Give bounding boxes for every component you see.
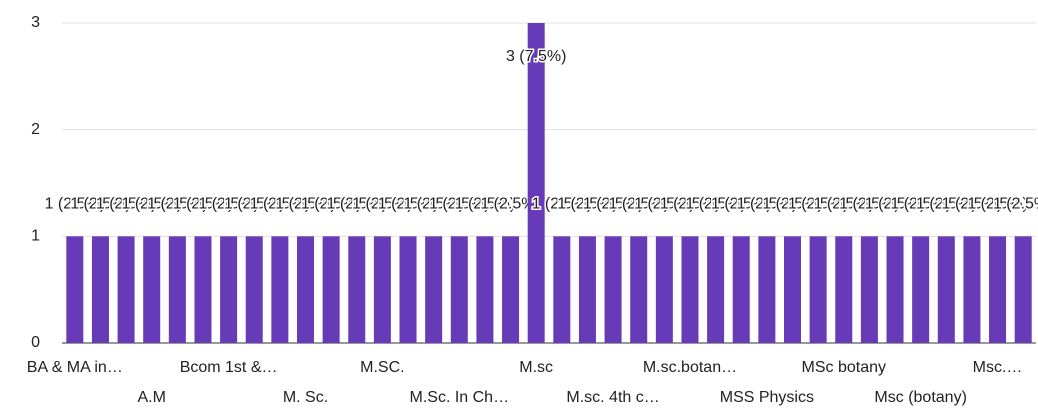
bar — [91, 236, 109, 343]
x-tick-label: M. Sc. — [283, 389, 328, 406]
value-label: 1 (2.5%) — [557, 196, 617, 213]
x-tick-label: M.sc.botan… — [643, 359, 737, 376]
value-label: 1 (2.5%) — [685, 196, 745, 213]
value-label: 1 (2.5%) — [839, 196, 899, 213]
bar — [66, 236, 84, 343]
bar — [732, 236, 750, 343]
bar — [399, 236, 417, 343]
y-tick-label: 0 — [31, 334, 40, 351]
bar — [220, 236, 238, 343]
value-label: 1 (2.5%) — [814, 196, 874, 213]
value-label: 3 (7.5%) — [506, 48, 566, 65]
bar — [809, 236, 827, 343]
bar — [450, 236, 468, 343]
x-tick-label: MSc botany — [802, 359, 886, 376]
bar — [117, 236, 135, 343]
bar — [604, 236, 622, 343]
y-tick-label: 3 — [31, 14, 40, 31]
bar — [707, 236, 725, 343]
bar — [937, 236, 955, 343]
value-label: 1 (2.5%) — [762, 196, 822, 213]
bar — [963, 236, 981, 343]
bar — [527, 23, 545, 343]
value-label: 1 (2.5%) — [70, 196, 130, 213]
bar — [835, 236, 853, 343]
x-tick-label: Bcom 1st &… — [180, 359, 278, 376]
value-label: 1 (2.5%) — [711, 196, 771, 213]
value-label: 1 (2.5%) — [96, 196, 156, 213]
bar — [553, 236, 571, 343]
value-label: 1 (2.5%) — [634, 196, 694, 213]
value-label: 1 (2.5%) — [224, 196, 284, 213]
x-tick-label: A.M — [137, 389, 165, 406]
value-label: 1 (2.5%) — [942, 196, 1002, 213]
bar — [476, 236, 494, 343]
value-label: 1 (2.5%) — [532, 196, 592, 213]
value-label: 1 (2.5%) — [737, 196, 797, 213]
value-label: 1 (2.5%) — [327, 196, 387, 213]
x-tick-label: Msc.… — [973, 359, 1023, 376]
bar — [758, 236, 776, 343]
bar — [989, 236, 1007, 343]
value-label: 1 (2.5%) — [660, 196, 720, 213]
value-label: 1 (2.5%) — [583, 196, 643, 213]
value-label: 1 (2.5%) — [121, 196, 181, 213]
value-label: 1 (2.5%) — [45, 196, 105, 213]
bar — [143, 236, 161, 343]
value-label: 1 (2.5%) — [378, 196, 438, 213]
x-tick-label: M.Sc. In Ch… — [410, 389, 510, 406]
value-label: 1 (2.5%) — [480, 196, 540, 213]
bar — [886, 236, 904, 343]
bar — [271, 236, 289, 343]
bar — [348, 236, 366, 343]
bar — [502, 236, 520, 343]
bar — [681, 236, 699, 343]
y-tick-label: 1 — [31, 228, 40, 245]
value-label: 1 (2.5%) — [916, 196, 976, 213]
x-tick-label: M.SC. — [360, 359, 404, 376]
bar — [297, 236, 314, 343]
bar — [245, 236, 263, 343]
x-tick-label: M.sc. 4th c… — [566, 389, 659, 406]
x-tick-label: MSS Physics — [720, 389, 814, 406]
value-label: 1 (2.5%) — [198, 196, 258, 213]
bar — [1014, 236, 1032, 343]
value-label: 1 (2.5%) — [865, 196, 925, 213]
y-tick-label: 2 — [31, 121, 40, 138]
bar — [425, 236, 443, 343]
bar — [655, 236, 673, 343]
bar — [784, 236, 801, 343]
value-label: 1 (2.5%) — [301, 196, 361, 213]
bar — [578, 236, 596, 343]
value-label: 1 (2.5%) — [608, 196, 668, 213]
value-label: 1 (2.5%) — [429, 196, 489, 213]
bar — [630, 236, 648, 343]
value-label: 1 (2.5%) — [250, 196, 310, 213]
value-label: 1 (2.5%) — [275, 196, 335, 213]
value-label: 1 (2.5%) — [967, 196, 1027, 213]
value-label: 1 (2.5%) — [403, 196, 463, 213]
value-label: 1 (2.5%) — [993, 196, 1038, 213]
value-label: 1 (2.5%) — [890, 196, 950, 213]
bar — [194, 236, 212, 343]
value-label: 1 (2.5%) — [173, 196, 233, 213]
value-label: 1 (2.5%) — [788, 196, 848, 213]
bar — [322, 236, 340, 343]
x-tick-label: M.sc — [519, 359, 553, 376]
x-tick-label: BA & MA in… — [27, 359, 123, 376]
value-label: 1 (2.5%) — [147, 196, 207, 213]
bar — [912, 236, 930, 343]
bar — [373, 236, 391, 343]
bar — [860, 236, 878, 343]
x-tick-label: Msc (botany) — [874, 389, 966, 406]
value-label: 1 (2.5%) — [455, 196, 515, 213]
value-label: 1 (2.5%) — [352, 196, 412, 213]
bar — [168, 236, 186, 343]
